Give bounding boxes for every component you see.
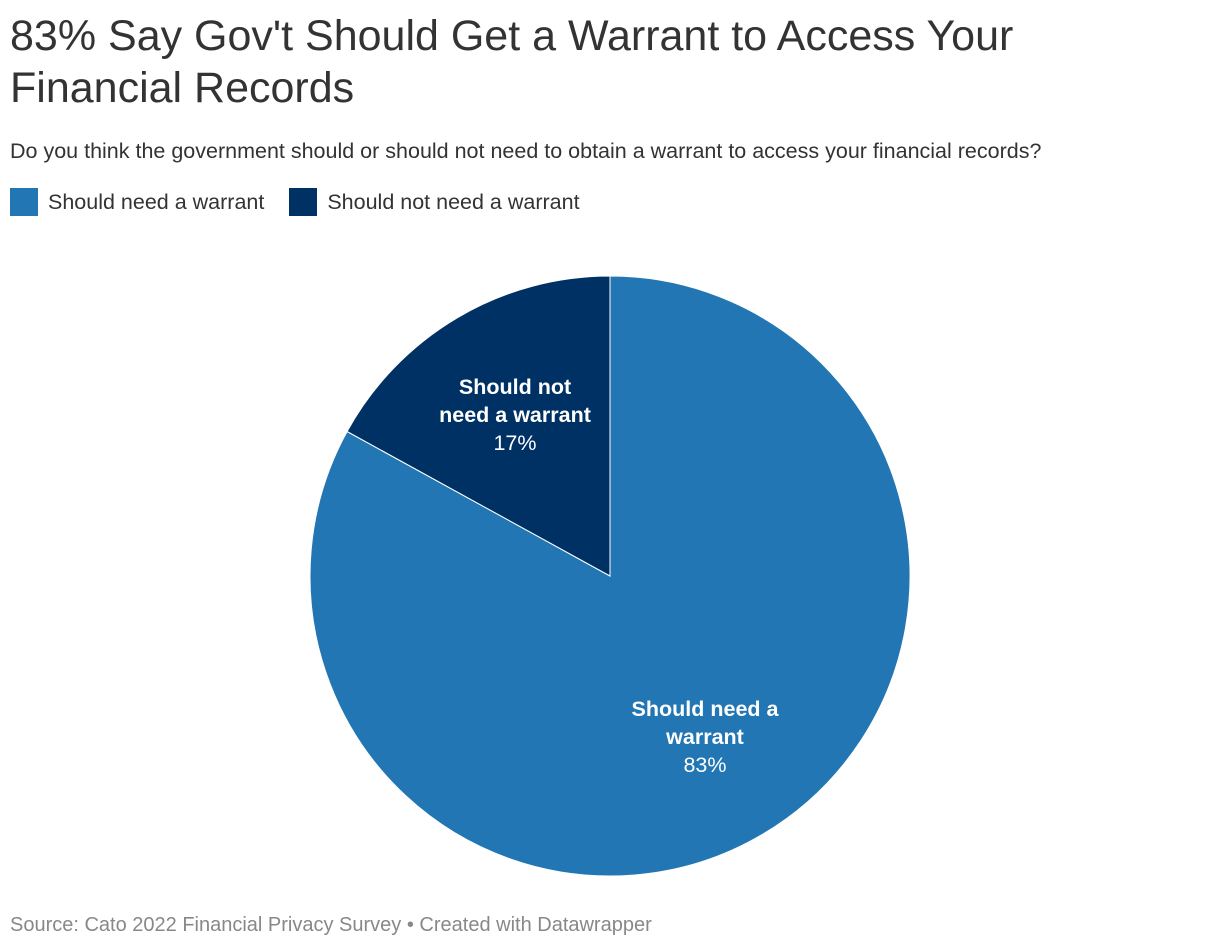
legend-label: Should not need a warrant <box>327 189 580 214</box>
pie-slice-should-not-need <box>346 275 611 577</box>
slice-label-should-need-line2: warrant <box>665 725 744 749</box>
slice-value-should-not-need: 17% <box>493 431 536 455</box>
legend-item-should-not-need: Should not need a warrant <box>289 188 580 216</box>
slice-value-should-need: 83% <box>683 753 726 777</box>
slice-label-should-need-line1: Should need a <box>632 697 780 721</box>
legend-swatch-should-need <box>10 188 38 216</box>
legend: Should need a warrant Should not need a … <box>10 188 605 216</box>
pie-slice-should-need <box>309 275 911 877</box>
slice-label-should-not-need-line1: Should not <box>459 375 571 399</box>
source-footer: Source: Cato 2022 Financial Privacy Surv… <box>10 914 652 936</box>
legend-swatch-should-not-need <box>289 188 318 216</box>
legend-label: Should need a warrant <box>48 189 265 214</box>
slice-label-should-not-need-line2: need a warrant <box>439 403 591 427</box>
chart-title: 83% Say Gov't Should Get a Warrant to Ac… <box>10 12 1014 112</box>
legend-item-should-need: Should need a warrant <box>10 188 264 216</box>
chart-subtitle: Do you think the government should or sh… <box>10 139 1042 163</box>
